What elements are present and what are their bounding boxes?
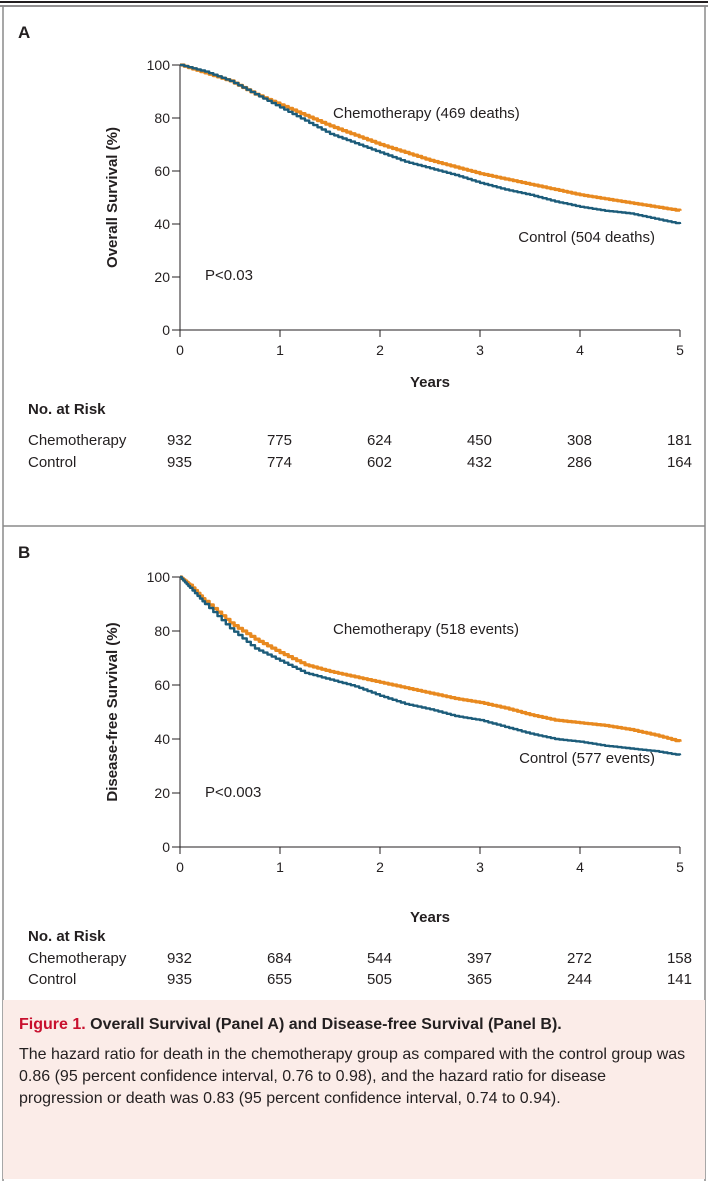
y-tick-label: 0 bbox=[162, 839, 170, 855]
x-tick-label: 5 bbox=[676, 342, 684, 358]
x-tick-label: 2 bbox=[376, 342, 384, 358]
p-value-annotation: P<0.003 bbox=[205, 784, 261, 801]
at-risk-value: 544 bbox=[367, 950, 392, 967]
at-risk-value: 164 bbox=[667, 454, 692, 471]
at-risk-value: 774 bbox=[267, 454, 292, 471]
panel-b: B 0 20 40 60 80 100 0 1 2 3 4 5 Disease-free Survival… bbox=[18, 543, 692, 988]
at-risk-row-label: Chemotherapy bbox=[28, 950, 127, 967]
x-tick-label: 1 bbox=[276, 859, 284, 875]
at-risk-value: 684 bbox=[267, 950, 292, 967]
panel-a: A 0 20 40 60 80 100 0 1 2 3 4 5 Overall Survival (%) Y… bbox=[18, 23, 692, 471]
y-tick-label: 80 bbox=[154, 623, 170, 639]
y-tick-label: 60 bbox=[154, 163, 170, 179]
at-risk-value: 397 bbox=[467, 950, 492, 967]
p-value-annotation: P<0.03 bbox=[205, 267, 253, 284]
x-tick-label: 5 bbox=[676, 859, 684, 875]
at-risk-title: No. at Risk bbox=[28, 401, 106, 418]
figure-caption: Figure 1. Overall Survival (Panel A) and… bbox=[3, 1000, 705, 1179]
x-tick-label: 1 bbox=[276, 342, 284, 358]
panel-label: A bbox=[18, 23, 30, 42]
at-risk-value: 935 bbox=[167, 454, 192, 471]
x-tick-label: 0 bbox=[176, 859, 184, 875]
y-tick-label: 40 bbox=[154, 731, 170, 747]
x-tick-label: 3 bbox=[476, 859, 484, 875]
x-tick-label: 0 bbox=[176, 342, 184, 358]
at-risk-value: 158 bbox=[667, 950, 692, 967]
at-risk-value: 365 bbox=[467, 971, 492, 988]
chemotherapy-series-label: Chemotherapy (469 deaths) bbox=[333, 105, 520, 122]
caption-heading: Figure 1. Overall Survival (Panel A) and… bbox=[19, 1014, 689, 1035]
at-risk-value: 272 bbox=[567, 950, 592, 967]
at-risk-value: 932 bbox=[167, 432, 192, 449]
at-risk-value: 505 bbox=[367, 971, 392, 988]
y-tick-label: 20 bbox=[154, 785, 170, 801]
at-risk-value: 244 bbox=[567, 971, 592, 988]
at-risk-title: No. at Risk bbox=[28, 928, 106, 945]
caption-title: Overall Survival (Panel A) and Disease-f… bbox=[90, 1016, 562, 1033]
at-risk-value: 181 bbox=[667, 432, 692, 449]
at-risk-value: 602 bbox=[367, 454, 392, 471]
y-tick-label: 100 bbox=[147, 569, 171, 585]
at-risk-value: 624 bbox=[367, 432, 392, 449]
control-series-label: Control (577 events) bbox=[519, 750, 655, 767]
at-risk-row-label: Control bbox=[28, 971, 76, 988]
caption-text: The hazard ratio for death in the chemot… bbox=[19, 1046, 686, 1107]
at-risk-row-label: Chemotherapy bbox=[28, 432, 127, 449]
at-risk-value: 655 bbox=[267, 971, 292, 988]
control-curve bbox=[180, 575, 682, 756]
x-tick-label: 3 bbox=[476, 342, 484, 358]
at-risk-value: 932 bbox=[167, 950, 192, 967]
at-risk-value: 141 bbox=[667, 971, 692, 988]
y-axis-label: Overall Survival (%) bbox=[104, 127, 121, 268]
panel-label: B bbox=[18, 543, 30, 562]
at-risk-value: 775 bbox=[267, 432, 292, 449]
y-tick-label: 100 bbox=[147, 57, 171, 73]
chemotherapy-curve bbox=[180, 63, 682, 212]
chemotherapy-series-label: Chemotherapy (518 events) bbox=[333, 621, 519, 638]
y-tick-label: 0 bbox=[162, 322, 170, 338]
at-risk-value: 286 bbox=[567, 454, 592, 471]
control-curve bbox=[180, 63, 682, 225]
x-tick-label: 4 bbox=[576, 859, 584, 875]
y-tick-label: 60 bbox=[154, 677, 170, 693]
at-risk-value: 935 bbox=[167, 971, 192, 988]
caption-label: Figure 1. bbox=[19, 1016, 86, 1033]
y-tick-label: 20 bbox=[154, 269, 170, 285]
at-risk-row-label: Control bbox=[28, 454, 76, 471]
y-tick-label: 80 bbox=[154, 110, 170, 126]
at-risk-value: 308 bbox=[567, 432, 592, 449]
x-tick-label: 4 bbox=[576, 342, 584, 358]
control-series-label: Control (504 deaths) bbox=[518, 229, 655, 246]
x-axis-label: Years bbox=[410, 374, 450, 391]
chemotherapy-curve bbox=[180, 575, 682, 743]
y-axis-label: Disease-free Survival (%) bbox=[104, 622, 121, 801]
y-tick-label: 40 bbox=[154, 216, 170, 232]
x-axis-label: Years bbox=[410, 909, 450, 926]
at-risk-value: 450 bbox=[467, 432, 492, 449]
at-risk-value: 432 bbox=[467, 454, 492, 471]
x-tick-label: 2 bbox=[376, 859, 384, 875]
